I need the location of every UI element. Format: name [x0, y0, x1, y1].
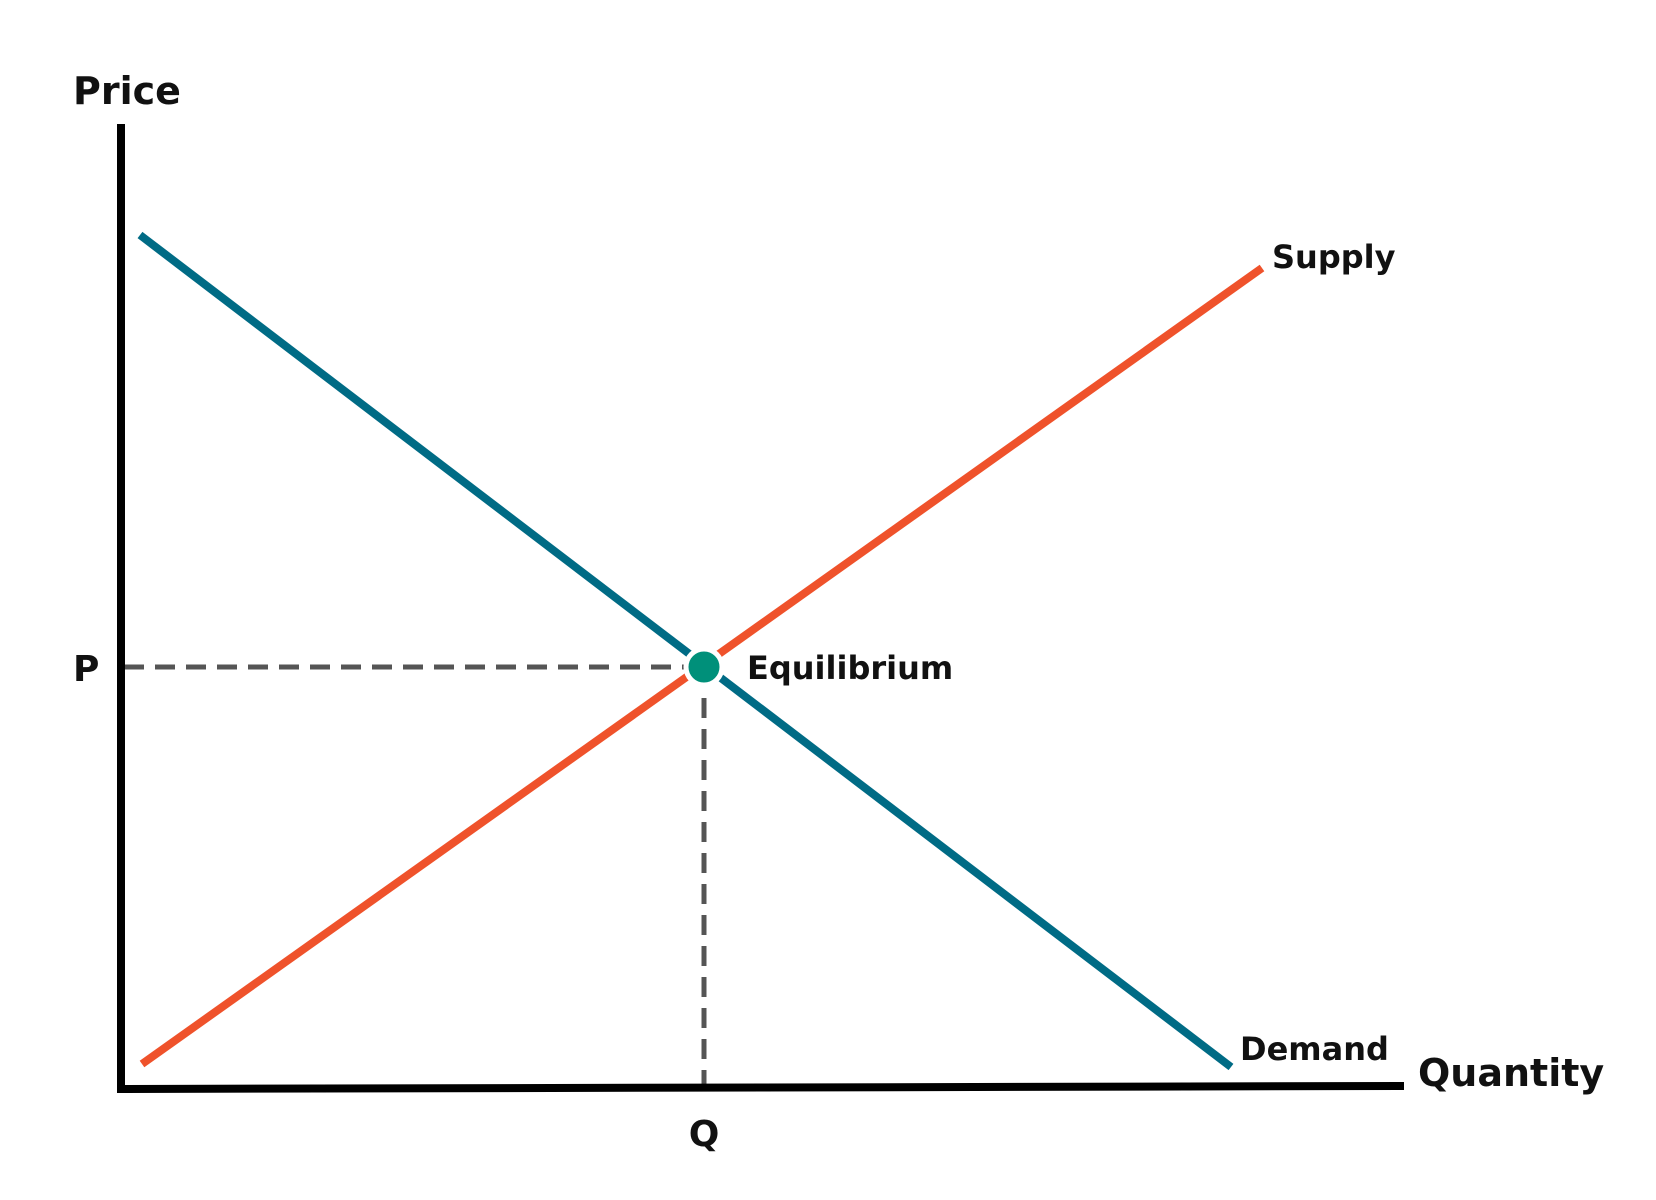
- price-marker-label: P: [73, 649, 99, 690]
- demand-label: Demand: [1240, 1030, 1389, 1068]
- equilibrium-label: Equilibrium: [747, 649, 953, 687]
- quantity-marker-label: Q: [689, 1114, 720, 1155]
- demand-curve: [137, 231, 1234, 1071]
- equilibrium-point: [683, 646, 725, 688]
- x-axis: [116, 1082, 1405, 1093]
- supply-label: Supply: [1272, 238, 1396, 276]
- y-axis-label: Price: [73, 69, 181, 113]
- x-axis-label: Quantity: [1418, 1051, 1604, 1095]
